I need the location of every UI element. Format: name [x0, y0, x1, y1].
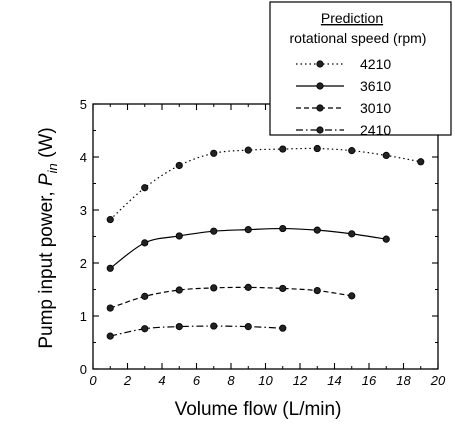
data-point — [244, 322, 252, 331]
x-tick-label: 18 — [396, 373, 411, 388]
legend-subtitle: rotational speed (rpm) — [290, 30, 427, 46]
data-point — [210, 284, 218, 292]
y-axis-title-unit: (W) — [36, 127, 57, 163]
legend-item-3010: 3010 — [296, 100, 391, 116]
data-point — [279, 224, 287, 233]
y-tick-label: 4 — [80, 150, 87, 165]
data-point — [210, 149, 218, 157]
data-point — [279, 145, 287, 153]
data-point — [313, 286, 321, 295]
y-axis-title-sub: in — [45, 163, 60, 173]
data-point — [141, 184, 149, 192]
data-point — [313, 144, 321, 153]
data-point — [175, 161, 183, 170]
legend-label: 2410 — [360, 122, 391, 138]
series-line-3010 — [110, 286, 352, 309]
x-tick-label: 10 — [258, 373, 273, 388]
legend-item-4210: 4210 — [296, 56, 391, 72]
data-point — [106, 304, 114, 312]
data-point — [106, 332, 114, 340]
x-tick-label: 16 — [362, 373, 377, 388]
data-point — [141, 292, 149, 300]
legend-item-3610: 3610 — [296, 78, 391, 94]
data-point — [417, 158, 425, 166]
data-point — [348, 147, 356, 155]
y-tick-label: 3 — [80, 203, 87, 218]
x-tick-label: 0 — [89, 373, 97, 388]
series-line-2410 — [110, 325, 283, 337]
legend-item-2410: 2410 — [296, 122, 391, 138]
data-point — [244, 146, 252, 154]
data-point — [382, 151, 390, 160]
series-line-3610 — [109, 227, 387, 269]
x-tick-label: 20 — [430, 373, 446, 388]
legend-title: Prediction — [321, 10, 383, 26]
series-2410 — [106, 322, 287, 340]
legend-items: 4210 3610 3010 2410 — [296, 56, 391, 138]
data-point — [141, 239, 149, 247]
data-point — [279, 324, 287, 332]
data-point — [141, 325, 149, 333]
series-3010 — [106, 283, 356, 312]
y-axis-title-main: Pump input power, — [36, 186, 57, 349]
data-point — [382, 235, 390, 243]
legend-label: 3610 — [360, 78, 391, 94]
data-point — [279, 284, 287, 293]
data-point — [106, 264, 114, 272]
x-tick-label: 14 — [327, 373, 341, 388]
y-axis-title: Pump input power, Pin (W) — [36, 127, 60, 348]
legend-label: 3010 — [360, 100, 391, 116]
x-tick-label: 4 — [158, 373, 165, 388]
data-point — [348, 292, 356, 300]
y-tick-label: 5 — [80, 97, 87, 112]
legend: Prediction rotational speed (rpm) 4210 36… — [269, 1, 452, 138]
data-point — [210, 227, 218, 235]
series-3610 — [106, 224, 390, 272]
x-tick-label: 6 — [193, 373, 201, 388]
data-point — [244, 283, 252, 291]
x-tick-label: 8 — [227, 373, 235, 388]
legend-marker — [316, 60, 324, 68]
y-tick-label: 2 — [80, 256, 87, 271]
data-point — [348, 230, 356, 238]
x-tick-label: 2 — [123, 373, 132, 388]
legend-marker — [316, 82, 324, 90]
x-axis-title: Volume flow (L/min) — [175, 399, 342, 420]
data-point — [175, 286, 183, 294]
x-tick-label: 12 — [293, 373, 308, 388]
data-point — [106, 215, 114, 224]
y-tick-label: 0 — [80, 362, 87, 377]
data-point — [175, 232, 183, 240]
data-point — [244, 226, 252, 234]
legend-marker — [316, 104, 324, 112]
data-point — [210, 322, 218, 330]
series-line-4210 — [109, 147, 421, 220]
legend-marker — [316, 126, 324, 134]
legend-label: 4210 — [360, 56, 391, 72]
plot-area — [106, 144, 425, 340]
data-point — [175, 322, 183, 331]
y-axis-title-var: P — [36, 173, 57, 186]
series-4210 — [106, 144, 425, 224]
y-tick-label: 1 — [80, 309, 87, 324]
legend-box — [269, 1, 452, 136]
data-point — [313, 226, 321, 234]
